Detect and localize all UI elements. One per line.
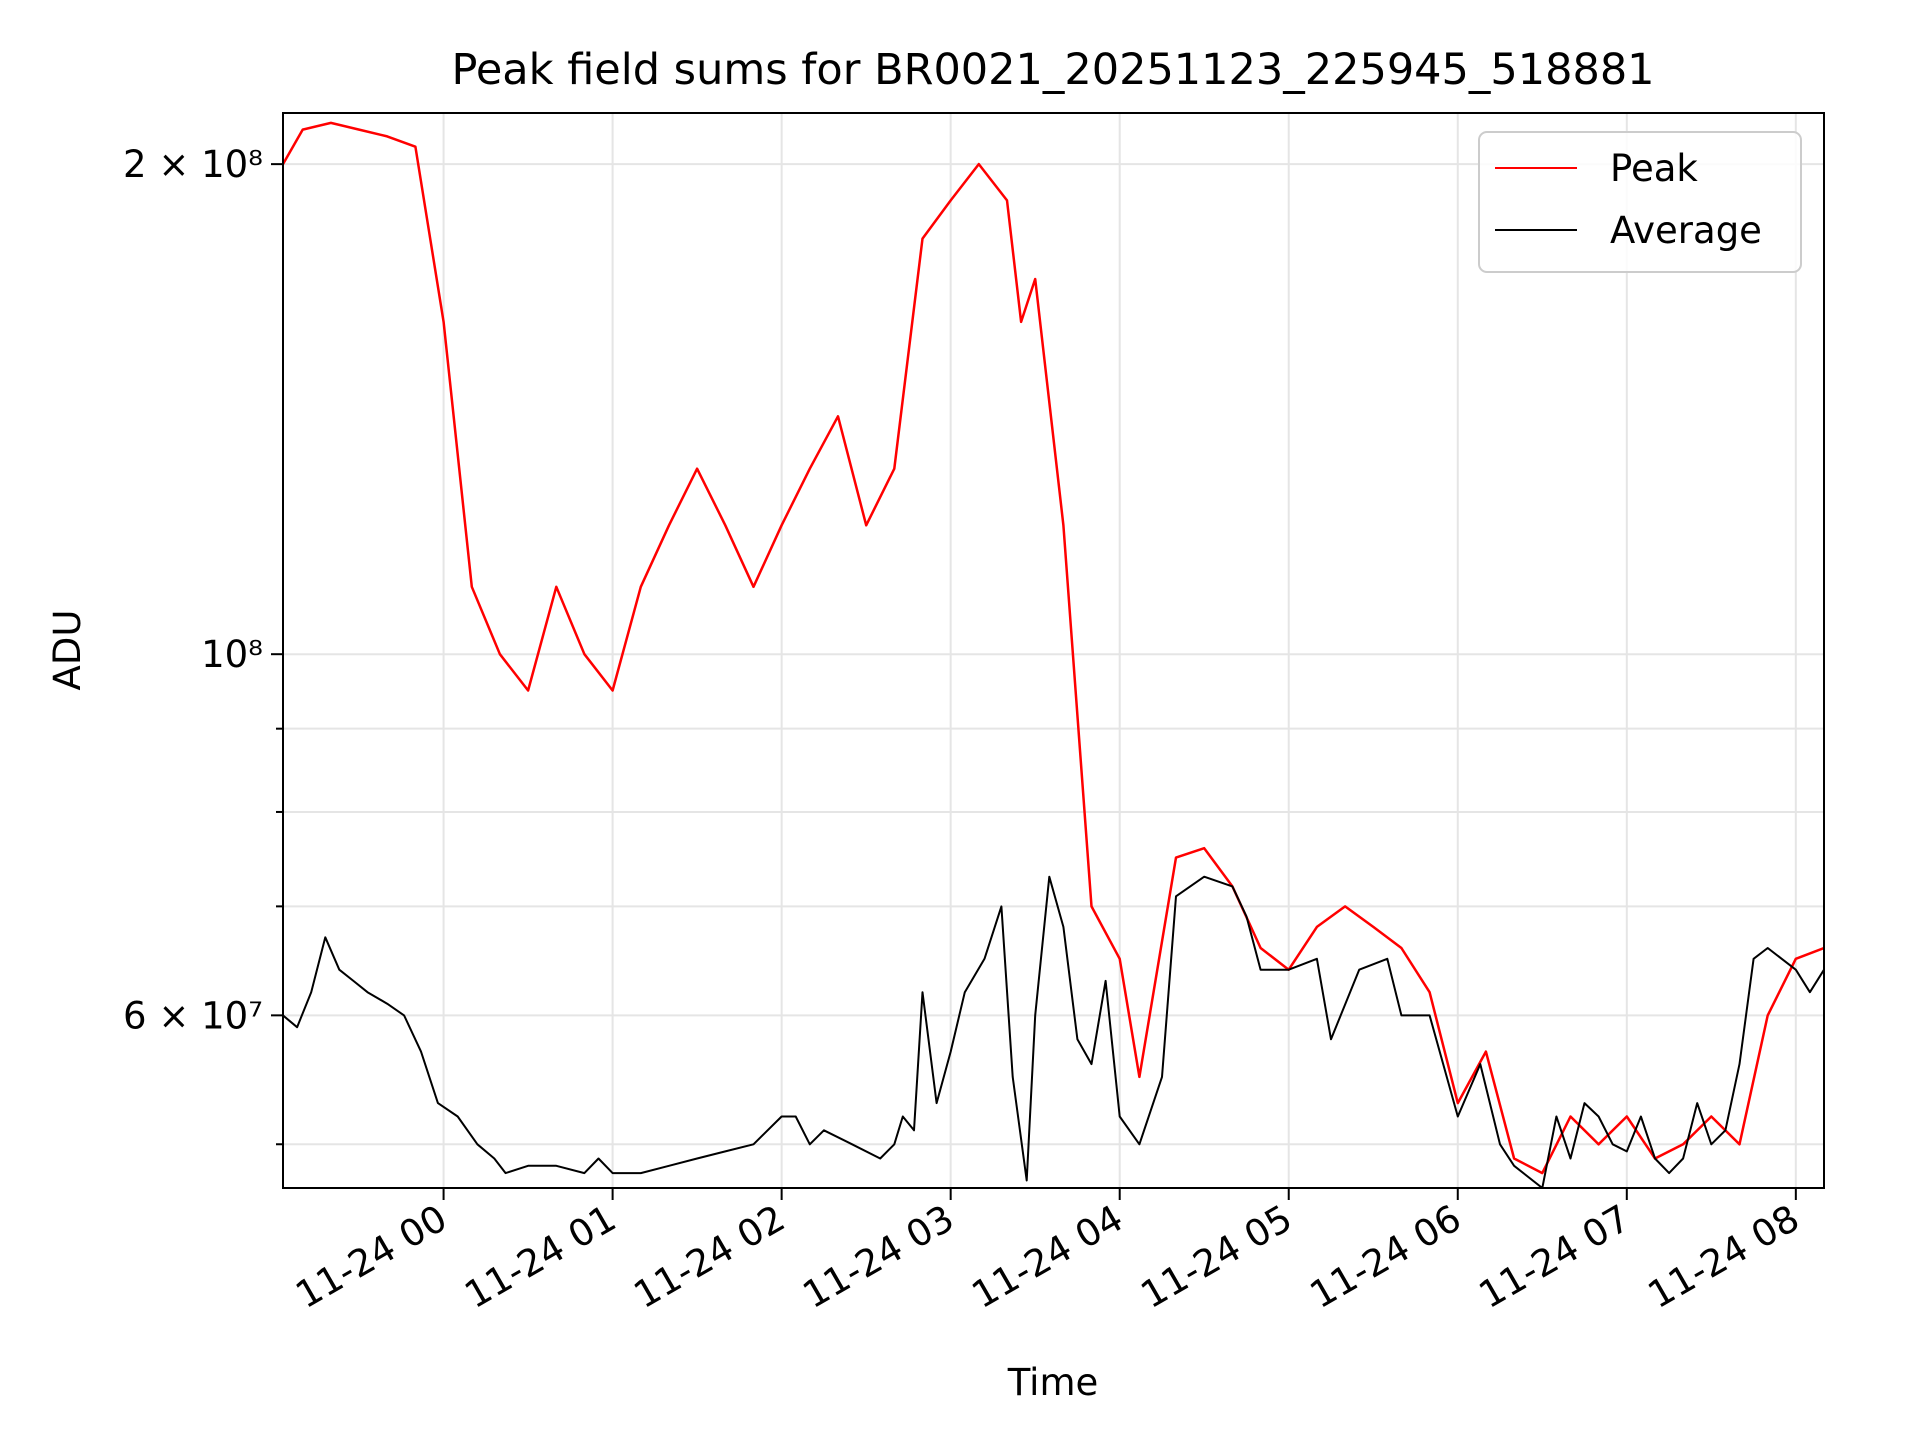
x-axis-label: Time xyxy=(1007,1361,1099,1404)
series-line-peak xyxy=(283,121,1824,1175)
series-line-average xyxy=(283,875,1824,1188)
y-axis-ticks: 2 × 10⁸ 10⁸ 6 × 10⁷ xyxy=(123,143,283,1146)
plot-frame xyxy=(282,112,1825,1189)
y-axis-label: ADU xyxy=(46,610,89,691)
y-tick-label: 2 × 10⁸ xyxy=(123,143,263,186)
legend-average-label: Average xyxy=(1610,209,1762,252)
grid xyxy=(283,113,1824,1188)
y-tick-label: 10⁸ xyxy=(201,633,263,676)
chart-title: Peak field sums for BR0021_20251123_2259… xyxy=(451,45,1654,95)
y-tick-label: 6 × 10⁷ xyxy=(123,994,263,1037)
legend: Peak Average xyxy=(1478,131,1802,273)
legend-peak-label: Peak xyxy=(1610,147,1698,190)
plot-series xyxy=(283,121,1824,1188)
